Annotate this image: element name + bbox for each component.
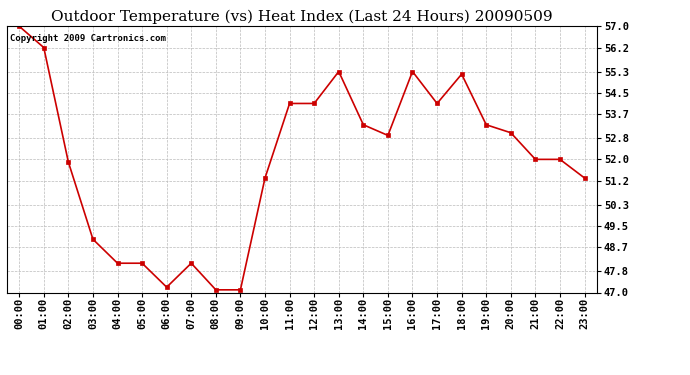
Title: Outdoor Temperature (vs) Heat Index (Last 24 Hours) 20090509: Outdoor Temperature (vs) Heat Index (Las… — [51, 9, 553, 24]
Text: Copyright 2009 Cartronics.com: Copyright 2009 Cartronics.com — [10, 34, 166, 43]
